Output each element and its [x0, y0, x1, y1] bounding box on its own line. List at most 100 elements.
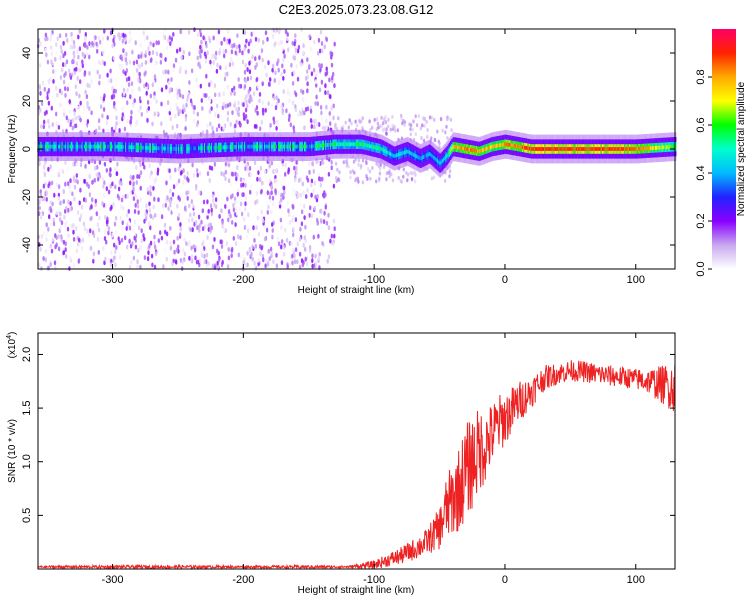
spectrogram-ridge-peak	[404, 150, 406, 155]
spectrogram-ridge-peak	[63, 144, 66, 149]
spectrogram-ridge-peak	[450, 148, 452, 153]
spectrogram-noise-point	[62, 112, 66, 117]
spectrogram-ridge-peak	[341, 142, 344, 147]
spectrogram-ridge-peak	[579, 147, 582, 151]
spectrogram-noise-point	[159, 59, 163, 65]
spectrogram-noise-point	[135, 165, 138, 170]
spectrogram-noise-point	[316, 217, 319, 223]
spectrogram-noise-point	[98, 215, 101, 221]
spectrogram-ridge-peak	[413, 153, 416, 157]
spectrogram-title: C2E3.2025.073.23.08.G12	[279, 2, 434, 17]
spectrogram-noise-point	[247, 89, 250, 94]
spectrogram-noise-point	[128, 30, 132, 36]
spectrogram-noise-point	[138, 174, 141, 180]
spectrogram-ridge-peak	[651, 146, 653, 150]
spectrogram-ridge-peak	[320, 143, 323, 148]
spectrogram-noise-point	[302, 242, 305, 248]
colorbar-tick-label: 0.6	[695, 117, 707, 132]
spectrogram-noise-point	[262, 40, 265, 45]
spectrogram-noise-point	[118, 254, 122, 260]
spectrogram-ridge-peak	[392, 153, 394, 158]
spectrogram-noise-point	[126, 244, 129, 250]
spectrogram-noise-point	[167, 80, 171, 86]
spectrogram-noise-point	[291, 100, 295, 106]
spectrogram-noise-point	[198, 171, 202, 176]
spectrogram-ridge-peak	[474, 148, 477, 153]
spectrogram-noise-point	[126, 119, 129, 124]
spectrogram-ridge-peak	[639, 146, 642, 151]
spectrogram-noise-point	[134, 244, 138, 250]
spectrogram-noise-point	[124, 193, 127, 199]
spectrogram-noise-point	[270, 209, 273, 215]
spectrogram-noise-point	[413, 170, 416, 175]
spectrogram-noise-point	[190, 245, 193, 251]
spectrogram-ridge-peak	[380, 147, 383, 151]
spectrogram-noise-point	[315, 94, 318, 100]
spectrogram-noise-point	[118, 128, 121, 133]
spectrogram-ridge-peak	[379, 146, 381, 151]
spectrogram-noise-point	[267, 204, 270, 210]
spectrogram-noise-point	[243, 225, 247, 230]
spectrogram-ridge-peak	[543, 147, 545, 151]
spectrogram-noise-point	[441, 128, 444, 133]
spectrogram-noise-point	[63, 73, 66, 78]
spectrogram-noise-point	[446, 136, 449, 140]
spectrogram-noise-point	[69, 206, 72, 212]
spectrogram-noise-point	[101, 113, 104, 119]
spectrogram-noise-point	[316, 51, 320, 56]
spectrogram-noise-point	[59, 167, 62, 173]
spectrogram-ridge-peak	[510, 143, 512, 147]
spectrogram-noise-point	[130, 110, 133, 115]
spectrogram-noise-point	[311, 263, 314, 269]
spectrogram-ridge-peak	[212, 145, 214, 150]
spectrogram-noise-point	[129, 190, 132, 196]
spectrogram-ridge-peak	[126, 145, 128, 149]
spectrogram-noise-point	[182, 248, 185, 253]
spectrogram-ridge-peak	[285, 144, 287, 149]
spectrogram-noise-point	[299, 226, 302, 232]
spectrogram-noise-point	[251, 244, 254, 250]
spectrogram-ridge-peak	[405, 150, 407, 154]
spectrogram-noise-point	[127, 220, 130, 226]
spectrogram-noise-point	[271, 195, 275, 201]
spectrogram-ridge-peak	[300, 144, 303, 149]
spectrogram-noise-point	[242, 216, 246, 222]
spectrogram-ridge-peak	[587, 147, 590, 151]
spectrogram-noise-point	[391, 178, 395, 183]
spectrogram-noise-point	[114, 106, 118, 112]
spectrogram-ridge-peak	[599, 147, 602, 151]
spectrogram-ridge-peak	[275, 144, 278, 149]
spectrogram-noise-point	[171, 192, 175, 197]
spectrogram-ridge-peak	[174, 147, 177, 151]
spectrogram-noise-point	[44, 160, 47, 166]
spectrogram-noise-point	[227, 247, 230, 252]
spectrogram-noise-point	[75, 248, 79, 254]
spectrogram-ridge-peak	[537, 147, 539, 151]
spectrogram-noise-point	[79, 79, 82, 84]
spectrogram-noise-point	[295, 166, 298, 171]
spectrogram-noise-point	[200, 39, 203, 45]
spectrogram-ridge-peak	[447, 152, 450, 156]
spectrogram-noise-point	[224, 65, 228, 70]
spectrogram-noise-point	[100, 104, 103, 110]
spectrogram-noise-point	[257, 261, 260, 267]
spectrogram-noise-point	[152, 79, 156, 85]
spectrogram-noise-point	[191, 162, 194, 168]
spectrogram-ridge-peak	[576, 147, 578, 151]
spectrogram-noise-point	[257, 231, 261, 237]
spectrogram-noise-point	[244, 63, 247, 68]
spectrogram-noise-point	[77, 242, 80, 247]
spectrogram-noise-point	[194, 205, 197, 211]
spectrogram-noise-point	[52, 79, 55, 84]
spectrogram-ridge-peak	[467, 147, 470, 152]
spectrogram-noise-point	[57, 246, 61, 252]
spectrogram-noise-point	[224, 204, 227, 209]
spectrogram-noise-point	[126, 193, 129, 199]
spectrogram-ridge-peak	[244, 144, 246, 149]
spectrogram-ridge-peak	[399, 152, 401, 156]
spectrogram-noise-point	[108, 202, 111, 208]
spectrogram-ridge-peak	[113, 144, 115, 149]
spectrogram-noise-point	[114, 88, 118, 94]
spectrogram-noise-point	[302, 43, 305, 49]
spectrogram-noise-point	[59, 55, 62, 60]
